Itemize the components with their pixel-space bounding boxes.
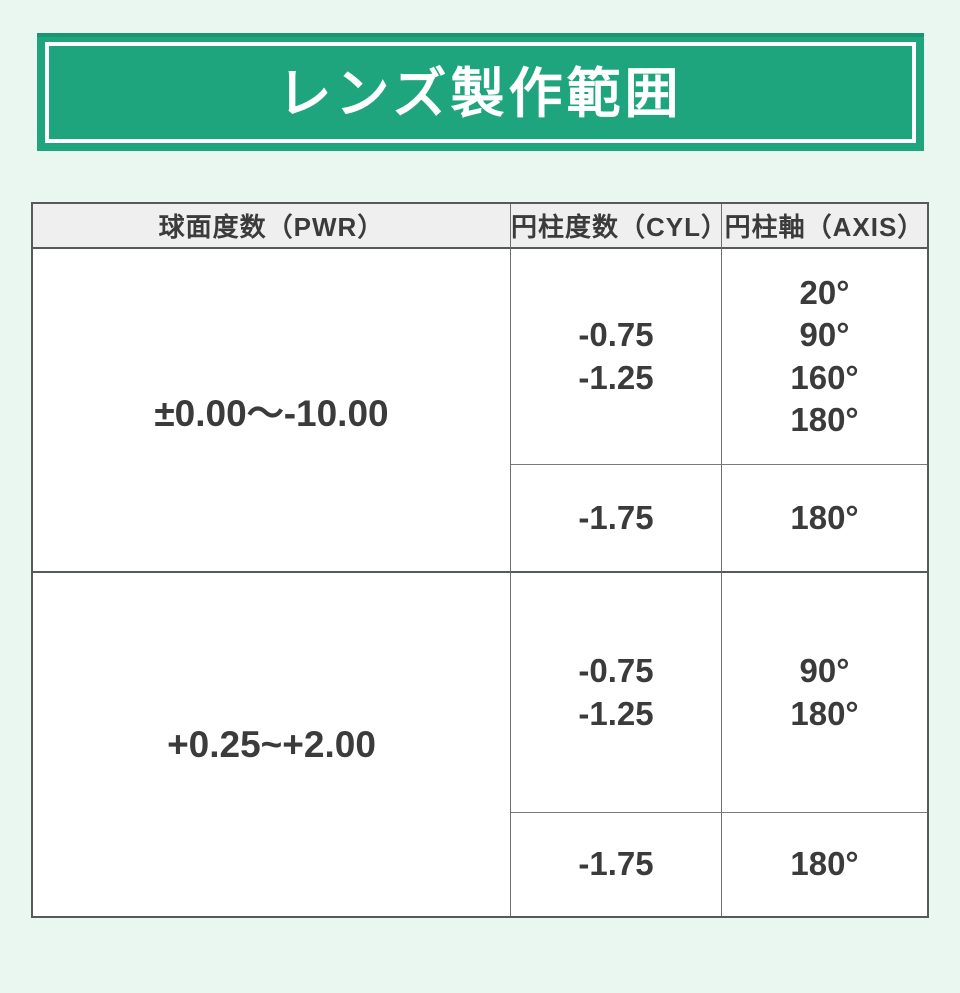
cyl-cell: -1.75	[511, 465, 722, 573]
axis-value: 180°	[790, 845, 859, 883]
title-banner: レンズ製作範囲	[36, 33, 924, 151]
cyl-value: -1.25	[578, 358, 654, 396]
axis-cell: 90° 180°	[722, 573, 927, 813]
pwr-value: ±0.00〜-10.00	[154, 393, 389, 434]
header-label-pwr: 球面度数（PWR）	[158, 212, 385, 242]
axis-value: 20°	[799, 274, 850, 312]
header-cell-axis: 円柱軸（AXIS）	[722, 204, 927, 249]
axis-cell: 180°	[722, 465, 927, 573]
pwr-value: +0.25~+2.00	[167, 723, 376, 765]
axis-value: 160°	[790, 358, 859, 396]
header-cell-cyl: 円柱度数（CYL）	[511, 204, 729, 249]
cyl-value: -0.75	[578, 652, 654, 690]
axis-cell: 180°	[722, 813, 927, 916]
axis-cell: 20° 90° 160° 180°	[722, 249, 927, 465]
axis-value: 90°	[799, 652, 850, 690]
cyl-value: -0.75	[578, 316, 654, 354]
cyl-value: -1.25	[578, 694, 654, 732]
axis-value: 180°	[790, 694, 859, 732]
page-title: レンズ製作範囲	[277, 64, 683, 124]
axis-value: 180°	[790, 498, 859, 536]
header-cell-pwr: 球面度数（PWR）	[33, 204, 511, 249]
cyl-value: -1.75	[578, 498, 654, 536]
pwr-cell: ±0.00〜-10.00	[33, 249, 511, 573]
header-label-axis: 円柱軸（AXIS）	[724, 212, 925, 242]
axis-value: 90°	[799, 316, 850, 354]
lens-range-table: 球面度数（PWR） 円柱度数（CYL） 円柱軸（AXIS） ±0.00〜-10.…	[31, 202, 929, 918]
cyl-cell: -0.75 -1.25	[511, 573, 722, 813]
cyl-cell: -1.75	[511, 813, 722, 916]
axis-value: 180°	[790, 400, 859, 438]
header-label-cyl: 円柱度数（CYL）	[511, 212, 729, 242]
pwr-cell: +0.25~+2.00	[33, 573, 511, 916]
cyl-value: -1.75	[578, 845, 654, 883]
cyl-cell: -0.75 -1.25	[511, 249, 722, 465]
